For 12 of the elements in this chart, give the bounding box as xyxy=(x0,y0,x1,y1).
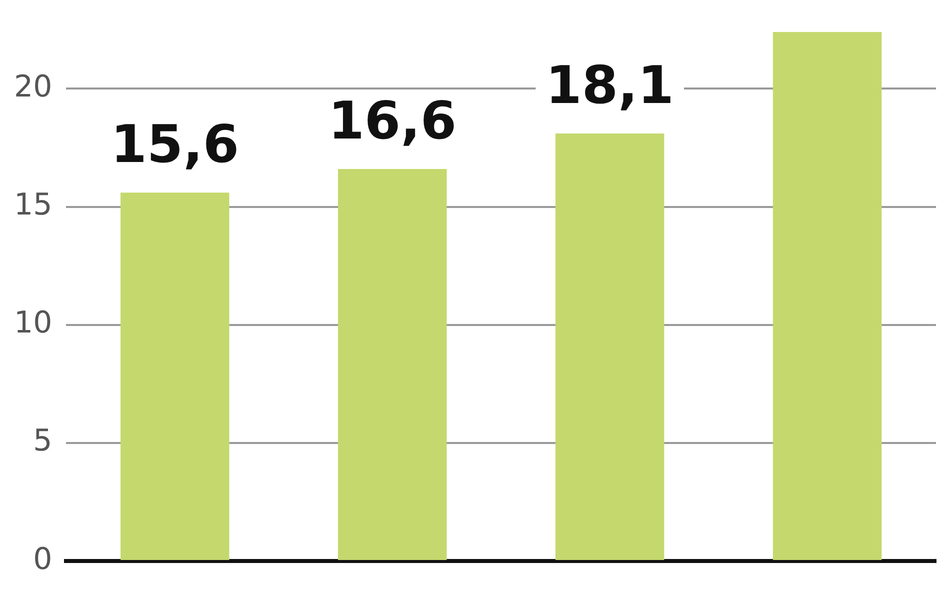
bar xyxy=(772,32,882,560)
bar xyxy=(555,134,664,560)
bar xyxy=(338,168,447,560)
y-tick-label: 15 xyxy=(14,188,52,223)
text: 15,6 xyxy=(110,115,240,176)
y-tick-label: 0 xyxy=(33,542,52,577)
bar xyxy=(120,192,230,560)
text: 18,1 xyxy=(546,56,674,116)
text: 16,6 xyxy=(328,91,457,152)
y-tick-label: 20 xyxy=(14,69,52,104)
y-tick-label: 5 xyxy=(33,424,52,459)
y-tick-label: 10 xyxy=(14,306,52,341)
